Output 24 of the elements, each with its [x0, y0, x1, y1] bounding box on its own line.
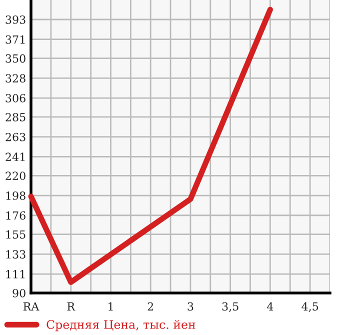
y-tick-label: 328 — [6, 74, 26, 83]
y-tick-label: 263 — [6, 132, 26, 142]
y-tick-label: 155 — [6, 230, 26, 239]
x-tick-label: R — [67, 302, 76, 310]
y-tick-label: 220 — [6, 172, 26, 180]
y-tick-label: 350 — [6, 54, 26, 63]
legend-label: Средняя Цена, тыс. йен — [46, 320, 196, 332]
y-tick-label: 133 — [6, 250, 26, 259]
y-tick-label: 241 — [6, 152, 25, 161]
x-tick-label: 2 — [148, 302, 154, 310]
y-tick-label: 306 — [6, 94, 26, 102]
x-tick-label: 4,5 — [302, 302, 318, 312]
x-tick-label: 3 — [188, 302, 194, 311]
y-tick-label: 90 — [12, 288, 26, 298]
y-tick-label: 371 — [6, 35, 25, 44]
y-tick-label: 393 — [6, 15, 26, 24]
x-tick-label: RA — [23, 302, 40, 310]
y-tick-label: 176 — [6, 211, 26, 220]
y-tick-label: 111 — [6, 270, 25, 278]
x-tick-label: 3,5 — [222, 302, 238, 312]
y-tick-label: 285 — [6, 112, 26, 122]
x-tick-label: 4 — [267, 302, 274, 310]
x-tick-label: 1 — [108, 302, 113, 310]
y-tick-label: 198 — [6, 191, 26, 200]
